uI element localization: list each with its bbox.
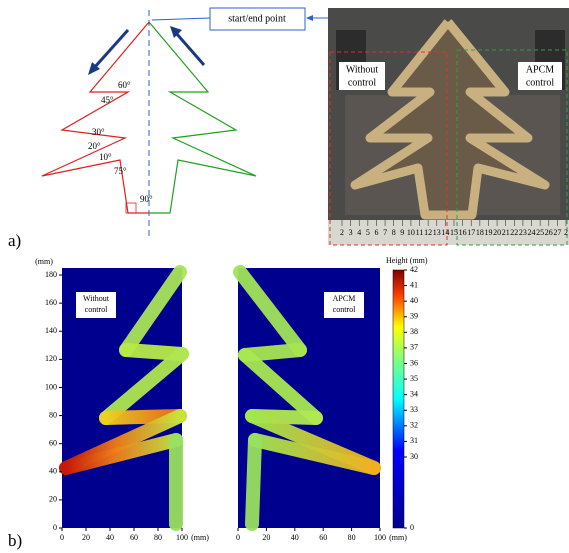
- colorbar-tick-label: 35: [410, 374, 418, 383]
- ruler-number: 18: [476, 228, 484, 237]
- colorbar-label: Height (mm): [386, 256, 428, 265]
- ruler-number: 8: [392, 228, 396, 237]
- ruler-number: 7: [383, 228, 387, 237]
- angle-label: 90°: [140, 194, 153, 204]
- ruler-number: 11: [416, 228, 424, 237]
- figure: start/end point Without control APCM con…: [0, 0, 569, 553]
- ruler-number: 9: [400, 228, 404, 237]
- angle-label: 75°: [114, 166, 127, 176]
- x-tick-label: 80: [154, 533, 162, 542]
- x-tick-label: 0: [236, 533, 240, 542]
- direction-arrow: [176, 33, 204, 65]
- y-tick-label: 80: [49, 410, 57, 419]
- x-tick-label: 100: [374, 533, 386, 542]
- x-tick-label: 20: [262, 533, 270, 542]
- left-path: [42, 22, 149, 213]
- angle-label: 20°: [88, 141, 101, 151]
- ruler-number: 15: [450, 228, 458, 237]
- arrowhead: [306, 15, 313, 21]
- annotation: Without: [83, 294, 110, 303]
- x-tick-label: 100: [176, 533, 188, 542]
- ruler-number: 17: [467, 228, 475, 237]
- annotation: control: [333, 305, 356, 314]
- colorbar-tick-label: 40: [410, 296, 418, 305]
- colorbar-tick-label: 41: [410, 280, 418, 289]
- annotation: APCM: [333, 294, 356, 303]
- ruler-number: 20: [493, 228, 501, 237]
- colorbar-tick-label: 33: [410, 405, 418, 414]
- photo: Without control APCM control: [328, 8, 569, 245]
- y-tick-label: 140: [45, 326, 57, 335]
- ruler-number: 6: [374, 228, 378, 237]
- x-unit: (mm): [191, 533, 209, 542]
- colorbar-tick-label: 34: [410, 389, 418, 398]
- colorbar-tick-label: 38: [410, 327, 418, 336]
- colorbar-tick-label: 0: [410, 523, 414, 532]
- ruler-number: 21: [502, 228, 510, 237]
- direction-arrow: [94, 30, 128, 68]
- colorbar-tick-label: 42: [410, 265, 418, 274]
- start-label: start/end point: [228, 13, 286, 24]
- angle-label: 45°: [101, 95, 114, 105]
- x-tick-label: 20: [82, 533, 90, 542]
- x-tick-label: 60: [319, 533, 327, 542]
- ruler-number: 27: [553, 228, 561, 237]
- page: {"panel_a":{"label":"a)","start_end":"st…: [0, 0, 569, 553]
- x-tick-label: 60: [130, 533, 138, 542]
- y-tick-label: 120: [45, 354, 57, 363]
- photo-label: control: [348, 77, 377, 88]
- angle-label: 60°: [118, 80, 131, 90]
- ruler-number: 2: [340, 228, 344, 237]
- x-tick-label: 80: [348, 533, 356, 542]
- right-path: [149, 22, 256, 213]
- ruler-number: 16: [459, 228, 467, 237]
- photo-label: control: [526, 77, 555, 88]
- path-diagram: start/end point: [42, 8, 336, 240]
- ruler-number: 23: [519, 228, 527, 237]
- x-tick-label: 0: [60, 533, 64, 542]
- ruler-number: 12: [424, 228, 432, 237]
- panel-label: a): [8, 231, 21, 250]
- y-tick-label: 160: [45, 298, 57, 307]
- ruler-number: 10: [407, 228, 415, 237]
- y-unit: (mm): [35, 257, 53, 266]
- ruler-number: 19: [484, 228, 492, 237]
- y-tick-label: 180: [45, 270, 57, 279]
- colorbar-tick-label: 36: [410, 358, 418, 367]
- ruler-number: 5: [366, 228, 370, 237]
- annotation: control: [85, 305, 108, 314]
- photo-label: APCM: [526, 64, 554, 75]
- y-tick-label: 60: [49, 439, 57, 448]
- colorbar-tick-label: 37: [410, 343, 418, 352]
- ruler-number: 14: [441, 228, 449, 237]
- ruler-number: 13: [433, 228, 441, 237]
- colorbar-tick-label: 30: [410, 452, 418, 461]
- colorbar-tick-label: 32: [410, 421, 418, 430]
- colorbar: [393, 270, 404, 528]
- ruler-number: 26: [545, 228, 553, 237]
- ruler-number: 2: [564, 228, 568, 237]
- ruler-number: 3: [349, 228, 353, 237]
- ruler-number: 22: [510, 228, 518, 237]
- panel-label: b): [8, 531, 22, 550]
- x-tick-label: 40: [291, 533, 299, 542]
- angle-label: 30°: [92, 127, 105, 137]
- y-tick-label: 40: [49, 467, 57, 476]
- ruler-number: 25: [536, 228, 544, 237]
- ruler-number: 4: [357, 228, 361, 237]
- y-tick-label: 100: [45, 382, 57, 391]
- colorbar-tick-label: 39: [410, 312, 418, 321]
- ruler-number: 24: [528, 228, 536, 237]
- photo-label: Without: [346, 64, 379, 75]
- y-tick-label: 0: [53, 523, 57, 532]
- x-tick-label: 40: [106, 533, 114, 542]
- deposit-track: [252, 440, 255, 524]
- colorbar-tick-label: 31: [410, 436, 418, 445]
- connector: [152, 18, 210, 20]
- angle-label: 10°: [99, 152, 112, 162]
- x-unit: (mm): [389, 533, 407, 542]
- y-tick-label: 20: [49, 495, 57, 504]
